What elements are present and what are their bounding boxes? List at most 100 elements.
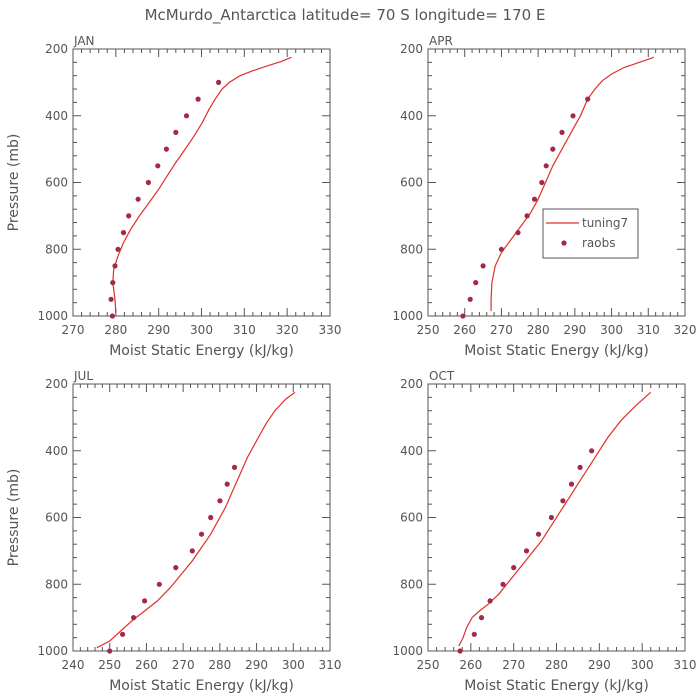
x-tick-label: 240 [62,658,85,672]
data-point-raobs [467,296,473,302]
x-tick-label: 280 [104,323,127,337]
data-point-raobs [115,246,121,252]
series-line-tuning7 [96,391,296,649]
x-tick-label: 300 [631,658,654,672]
x-tick-label: 250 [98,658,121,672]
x-tick-label: 290 [563,323,586,337]
legend-label-tuning7: tuning7 [582,216,628,230]
x-axis-label: Moist Static Energy (kJ/kg) [464,343,649,359]
data-point-raobs [543,163,549,169]
x-tick-label: 280 [527,323,550,337]
y-tick-label: 400 [400,444,423,458]
y-tick-label: 400 [45,444,68,458]
y-tick-label: 400 [45,109,68,123]
x-axis-label: Moist Static Energy (kJ/kg) [464,678,649,694]
x-tick-label: 280 [208,658,231,672]
data-point-raobs [535,531,542,537]
data-point-raobs [120,230,127,236]
legend-label-raobs: raobs [582,236,616,250]
y-tick-label: 800 [400,242,423,256]
data-point-raobs [531,196,538,202]
y-tick-label: 400 [400,109,423,123]
x-tick-label: 300 [282,658,305,672]
y-tick-label: 1000 [37,309,68,323]
data-point-raobs [471,631,477,637]
data-point-raobs [473,280,479,286]
data-point-raobs [145,179,151,186]
y-tick-label: 200 [400,42,423,56]
x-tick-label: 270 [502,658,525,672]
panel-apr: APR 250 260 270 280 290 300 310 320 200 400 600 800 1… [392,34,696,359]
panels: JAN 270 280 290 300 310 320 330 200 400 600 800 1000… [6,34,696,694]
data-point-raobs [183,113,190,119]
y-tick-label: 200 [45,42,68,56]
panel-title: JUL [73,369,93,383]
x-tick-label: 330 [319,323,342,337]
data-point-raobs [231,464,238,470]
data-point-raobs [173,129,179,135]
x-tick-label: 310 [637,323,660,337]
data-point-raobs [523,548,530,554]
legend-box [542,208,639,259]
data-point-raobs [131,615,137,621]
x-tick-label: 270 [490,323,513,337]
data-point-raobs [173,565,179,571]
data-point-raobs [108,296,114,302]
data-point-raobs [589,448,595,454]
y-tick-label: 800 [45,577,68,591]
x-tick-label: 300 [600,323,623,337]
data-point-raobs [515,230,521,236]
y-tick-label: 200 [400,377,423,391]
data-point-raobs [156,581,162,587]
x-tick-label: 310 [674,658,697,672]
data-point-raobs [198,531,205,537]
data-point-raobs [216,79,222,85]
y-tick-label: 600 [45,176,68,190]
panel-title: APR [429,34,453,48]
x-tick-label: 260 [135,658,158,672]
y-tick-label: 600 [400,176,423,190]
series-line-tuning7 [458,391,652,647]
data-point-raobs [155,163,161,169]
x-tick-label: 300 [190,323,213,337]
data-point-raobs [511,565,517,571]
data-point-raobs [217,498,223,504]
data-point-raobs [577,464,583,470]
x-tick-label: 270 [62,323,85,337]
panel-oct: OCT 250 260 270 280 290 300 310 200 400 600 800 1000… [392,369,696,694]
x-tick-label: 290 [147,323,170,337]
data-point-raobs [189,548,195,554]
figure-title: McMurdo_Antarctica latitude= 70 S longit… [145,6,546,25]
data-point-raobs [142,598,148,604]
legend-swatch-raobs [561,240,567,246]
data-point-raobs [487,598,493,604]
y-tick-label: 1000 [392,644,423,658]
data-point-raobs [480,263,486,269]
x-tick-label: 290 [245,658,268,672]
data-point-raobs [112,263,118,269]
series-line-tuning7 [490,56,654,311]
y-tick-label: 200 [45,377,68,391]
x-tick-label: 320 [674,323,697,337]
data-point-raobs [457,648,463,654]
data-point-raobs [163,146,169,152]
panel-jan: JAN 270 280 290 300 310 320 330 200 400 600 800 1000… [6,34,341,359]
data-point-raobs [570,113,576,119]
data-point-raobs [110,280,116,286]
data-point-raobs [585,96,591,102]
data-point-raobs [560,498,566,504]
x-tick-label: 260 [459,658,482,672]
data-point-raobs [107,648,113,654]
data-point-raobs [548,514,555,521]
panel-title: JAN [73,34,95,48]
y-tick-label: 1000 [37,644,68,658]
x-tick-label: 290 [588,658,611,672]
data-point-raobs [539,179,545,186]
data-point-raobs [224,481,230,487]
data-point-raobs [460,313,466,319]
data-point-raobs [109,313,115,319]
data-point-raobs [478,615,485,621]
x-tick-label: 250 [417,323,440,337]
data-point-raobs [195,96,201,102]
